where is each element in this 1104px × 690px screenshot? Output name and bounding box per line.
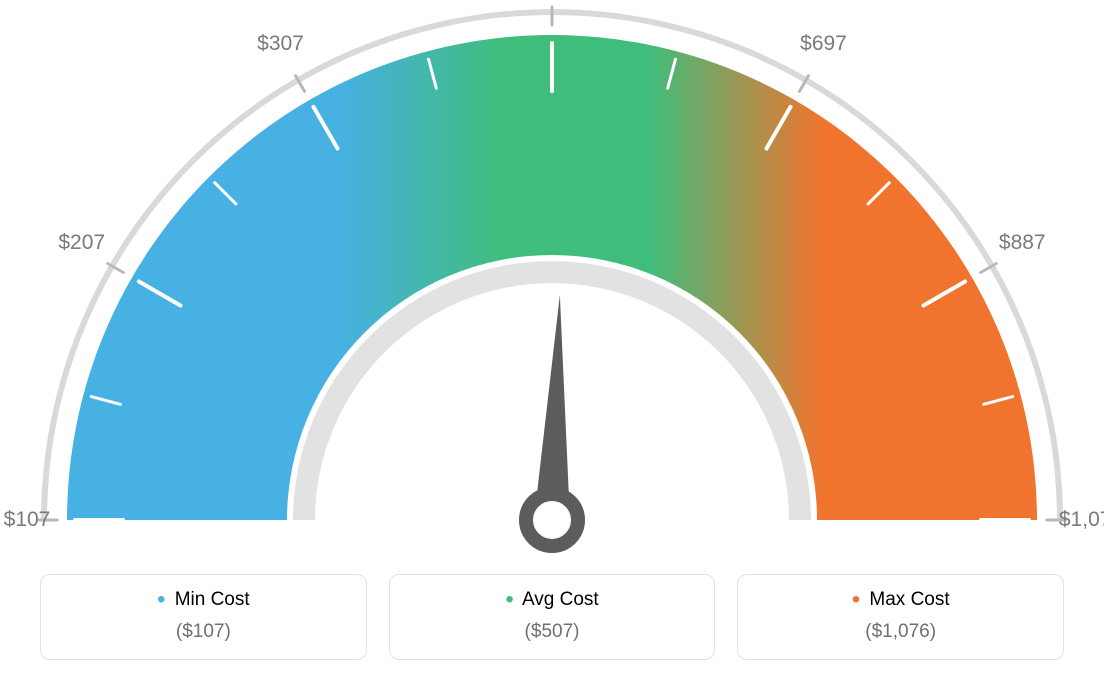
- legend-value-avg: ($507): [400, 621, 705, 643]
- legend-card-max: • Max Cost ($1,076): [737, 574, 1064, 660]
- legend-title-min-text: Min Cost: [175, 589, 250, 610]
- dot-max: •: [852, 586, 860, 613]
- legend-value-max: ($1,076): [748, 621, 1053, 643]
- legend-title-max: • Max Cost: [748, 589, 1053, 611]
- gauge-tick-label: $307: [257, 32, 304, 56]
- dot-avg: •: [505, 586, 513, 613]
- dot-min: •: [157, 586, 165, 613]
- legend-card-avg: • Avg Cost ($507): [389, 574, 716, 660]
- legend-title-max-text: Max Cost: [869, 589, 949, 610]
- gauge-area: $107$207$307$507$697$887$1,076: [0, 0, 1104, 570]
- legend-title-min: • Min Cost: [51, 589, 356, 611]
- gauge-svg: [0, 0, 1104, 570]
- legend-title-avg: • Avg Cost: [400, 589, 705, 611]
- gauge-tick-label: $207: [58, 231, 105, 255]
- gauge-tick-label: $107: [4, 508, 51, 532]
- gauge-tick-label: $1,076: [1059, 508, 1104, 532]
- gauge-tick-label: $887: [999, 231, 1046, 255]
- legend-title-avg-text: Avg Cost: [522, 589, 599, 610]
- legend-row: • Min Cost ($107) • Avg Cost ($507) • Ma…: [40, 574, 1064, 660]
- legend-card-min: • Min Cost ($107): [40, 574, 367, 660]
- legend-value-min: ($107): [51, 621, 356, 643]
- cost-gauge-chart: $107$207$307$507$697$887$1,076 • Min Cos…: [0, 0, 1104, 690]
- gauge-tick-label: $697: [800, 32, 847, 56]
